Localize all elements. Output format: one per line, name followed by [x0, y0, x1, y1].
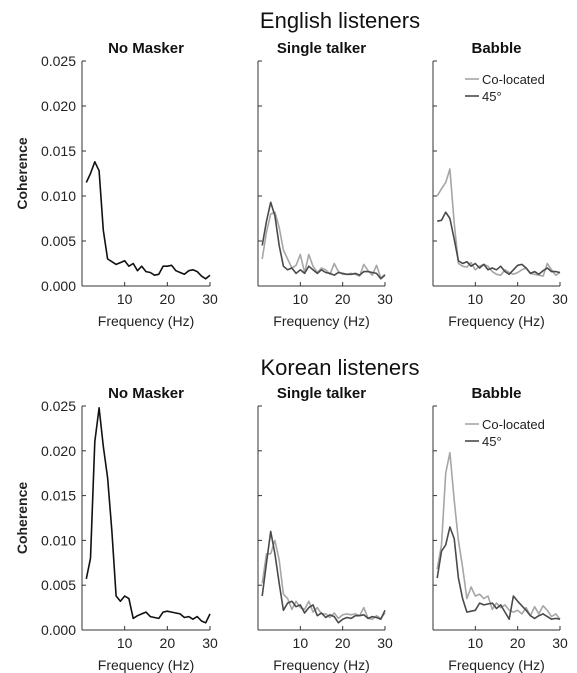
y-tick-label: 0.015	[41, 488, 76, 504]
x-tick-label: 10	[293, 635, 309, 651]
series-line-single	[85, 406, 211, 624]
x-tick-label: 10	[117, 635, 133, 651]
y-tick-label: 0.000	[41, 622, 76, 638]
x-tick-label: 20	[335, 291, 351, 307]
x-tick-label: 30	[552, 291, 568, 307]
x-axis-label: Frequency (Hz)	[273, 657, 369, 673]
legend-label: 45°	[482, 434, 502, 449]
y-tick-label: 0.015	[41, 143, 76, 159]
row-title-english: English listeners	[260, 8, 420, 33]
row-title-korean: Korean listeners	[261, 355, 420, 380]
x-axis-label: Frequency (Hz)	[98, 657, 194, 673]
legend-label: 45°	[482, 89, 502, 104]
x-tick-label: 30	[552, 635, 568, 651]
legend-label: Co-located	[482, 417, 545, 432]
y-tick-label: 0.025	[41, 53, 76, 69]
x-tick-label: 10	[293, 291, 309, 307]
series-line-co-located	[436, 451, 561, 620]
y-tick-label: 0.025	[41, 398, 76, 414]
x-tick-label: 20	[160, 635, 176, 651]
panel-title: No Masker	[108, 385, 184, 402]
series-line-co-located	[436, 168, 561, 277]
x-axis-label: Frequency (Hz)	[273, 313, 369, 329]
y-axis-label: Coherence	[14, 137, 30, 210]
x-tick-label: 30	[377, 635, 393, 651]
y-tick-label: 0.020	[41, 443, 76, 459]
y-tick-label: 0.010	[41, 188, 76, 204]
series-line-deg45	[437, 211, 561, 276]
x-axis-label: Frequency (Hz)	[448, 657, 544, 673]
y-tick-label: 0.005	[41, 577, 76, 593]
series-line-deg45	[261, 201, 386, 280]
x-tick-label: 30	[202, 635, 218, 651]
x-tick-label: 10	[468, 635, 484, 651]
x-tick-label: 30	[202, 291, 218, 307]
x-tick-label: 10	[117, 291, 133, 307]
series-line-deg45	[261, 530, 386, 624]
y-axis-label: Coherence	[14, 482, 30, 555]
legend-label: Co-located	[482, 72, 545, 87]
x-tick-label: 20	[510, 635, 526, 651]
x-tick-label: 10	[468, 291, 484, 307]
x-tick-label: 20	[335, 635, 351, 651]
series-line-co-located	[261, 539, 386, 621]
y-tick-label: 0.020	[41, 98, 76, 114]
y-tick-label: 0.005	[41, 233, 76, 249]
panel-title: No Masker	[108, 40, 184, 57]
series-line-deg45	[436, 526, 561, 621]
x-tick-label: 30	[377, 291, 393, 307]
panel-title: Babble	[471, 40, 521, 57]
panel-title: Babble	[471, 385, 521, 402]
panel-title: Single talker	[277, 40, 366, 57]
x-tick-label: 20	[160, 291, 176, 307]
x-axis-label: Frequency (Hz)	[448, 313, 544, 329]
series-line-single	[85, 161, 211, 280]
x-axis-label: Frequency (Hz)	[98, 313, 194, 329]
series-line-co-located	[261, 211, 386, 279]
x-tick-label: 20	[510, 291, 526, 307]
y-tick-label: 0.010	[41, 532, 76, 548]
panel-title: Single talker	[277, 385, 366, 402]
y-tick-label: 0.000	[41, 278, 76, 294]
